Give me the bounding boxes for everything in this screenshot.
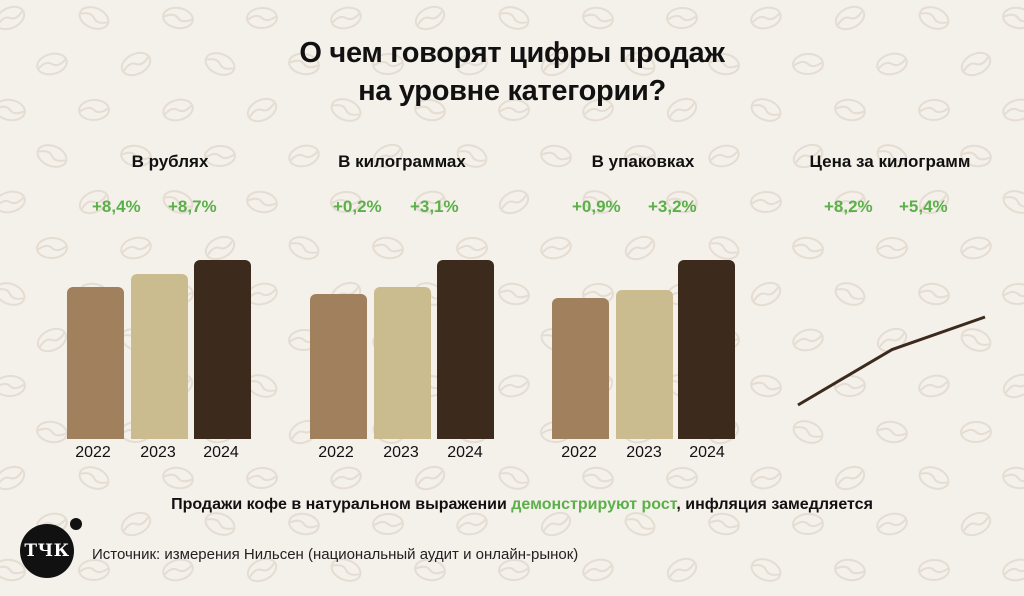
logo-dot	[70, 518, 82, 530]
page-title: О чем говорят цифры продаж на уровне кат…	[0, 34, 1024, 110]
footer-text-1: Продажи кофе в натуральном выражении	[171, 496, 512, 513]
year-label: 2022	[561, 444, 597, 461]
growth-label: +8,4%	[92, 197, 141, 216]
bar-2024	[194, 260, 251, 439]
growth-label: +3,1%	[410, 197, 459, 216]
logo-text: ТЧК	[24, 541, 70, 561]
chart-title-rubles: В рублях	[131, 152, 209, 171]
bar-2023	[616, 290, 673, 439]
bar-2023	[131, 274, 188, 439]
growth-label: +0,2%	[333, 197, 382, 216]
bar-2022	[67, 286, 124, 439]
year-label: 2024	[689, 444, 725, 461]
price-line-chart	[797, 315, 986, 407]
title-line-2: на уровне категории?	[358, 75, 666, 107]
bar-2023	[374, 286, 431, 439]
title-line-1: О чем говорят цифры продаж	[299, 37, 725, 69]
footer-caption: Продажи кофе в натуральном выражении дем…	[0, 496, 1024, 514]
bar-2022	[310, 294, 367, 439]
footer-highlight: демонстрируют рост	[511, 496, 677, 513]
growth-label: +8,7%	[168, 197, 217, 216]
logo: ТЧК	[20, 524, 74, 578]
growth-label: +3,2%	[648, 197, 697, 216]
growth-label: +0,9%	[572, 197, 621, 216]
source-note: Источник: измерения Нильсен (национальны…	[92, 546, 579, 563]
growth-label: +5,4%	[899, 197, 948, 216]
growth-label: +8,2%	[824, 197, 873, 216]
chart-title-price-per-kg: Цена за килограмм	[809, 152, 971, 171]
year-label: 2022	[318, 444, 354, 461]
year-label: 2024	[203, 444, 239, 461]
bar-2024	[437, 260, 494, 439]
year-label: 2023	[626, 444, 662, 461]
year-label: 2024	[447, 444, 483, 461]
year-label: 2023	[383, 444, 419, 461]
bar-2022	[552, 297, 609, 439]
chart-title-packages: В упаковках	[591, 152, 695, 171]
price-series-line	[797, 315, 986, 407]
year-label: 2023	[140, 444, 176, 461]
chart-title-kilograms: В килограммах	[338, 152, 466, 171]
year-label: 2022	[75, 444, 111, 461]
bar-2024	[678, 260, 735, 439]
footer-text-2: , инфляция замедляется	[676, 496, 873, 513]
